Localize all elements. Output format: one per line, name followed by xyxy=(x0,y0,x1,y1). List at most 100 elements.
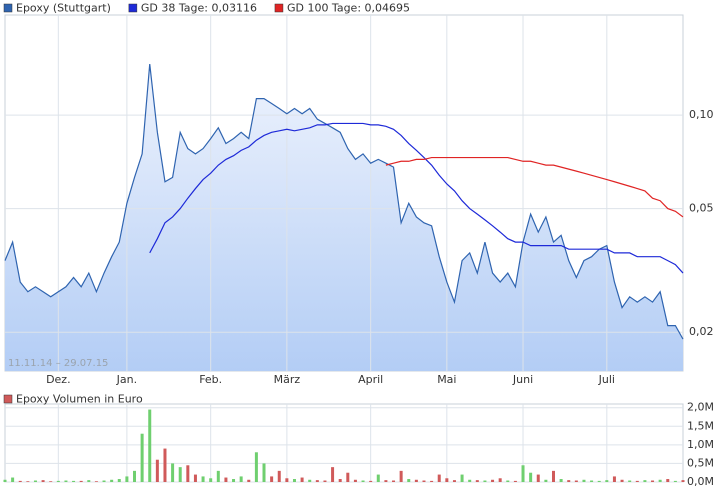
volume-bar xyxy=(574,480,578,482)
volume-bar xyxy=(270,476,274,482)
volume-bar xyxy=(582,479,586,482)
legend-label: GD 100 Tage: 0,04695 xyxy=(287,2,410,15)
legend-swatch xyxy=(3,394,13,404)
volume-bar xyxy=(567,480,571,482)
legend-label: Epoxy (Stuttgart) xyxy=(16,2,111,15)
volume-bar xyxy=(193,474,197,482)
volume-bar xyxy=(178,467,182,482)
volume-bar xyxy=(41,480,45,482)
volume-bar xyxy=(369,480,373,482)
volume-bar xyxy=(506,480,510,482)
volume-bar xyxy=(102,480,106,482)
y-tick-label: 0,5M xyxy=(687,456,714,469)
volume-bar xyxy=(628,480,632,482)
volume-panel: 0,0M 0,5M 1,0M 1,5M 2,0M Epoxy Volumen in Eur… xyxy=(3,393,714,488)
volume-bar xyxy=(155,459,159,482)
volume-bar xyxy=(437,474,441,482)
volume-bar xyxy=(643,480,647,482)
date-range: 11.11.14 – 29.07.15 xyxy=(8,358,108,369)
volume-bar xyxy=(445,478,449,482)
y-tick-label: 0,0M xyxy=(687,475,714,488)
volume-bar xyxy=(171,463,175,482)
volume-bar xyxy=(87,480,91,482)
volume-bar xyxy=(140,433,144,482)
volume-bar xyxy=(33,480,37,482)
volume-bar xyxy=(635,480,639,482)
legend-swatch xyxy=(128,3,138,13)
volume-bar xyxy=(315,480,319,482)
volume-bar xyxy=(125,476,129,482)
volume-bar xyxy=(64,480,68,482)
volume-bar xyxy=(323,480,327,482)
volume-bar xyxy=(110,479,114,482)
series-line xyxy=(385,156,684,218)
volume-bar xyxy=(430,480,434,482)
volume-bar xyxy=(117,479,121,482)
volume-bar xyxy=(331,467,335,482)
legend-swatch xyxy=(3,3,13,13)
volume-bar xyxy=(529,472,533,482)
x-tick-label: Mai xyxy=(437,373,456,386)
volume-bar xyxy=(338,479,342,482)
volume-bar xyxy=(239,476,243,482)
volume-bar xyxy=(399,470,403,482)
volume-bar xyxy=(666,479,670,482)
volume-bar xyxy=(247,479,251,482)
volume-bar xyxy=(376,474,380,482)
volume-bar xyxy=(94,481,98,482)
volume-bar xyxy=(79,480,83,482)
volume-bar xyxy=(536,474,540,482)
volume-bar xyxy=(300,477,304,482)
volume-bar xyxy=(521,465,525,482)
volume-bar xyxy=(361,480,365,482)
y-tick-label: 0,10 xyxy=(689,108,714,121)
volume-bar xyxy=(483,480,487,482)
volume-bar xyxy=(285,478,289,482)
x-tick-label: Dez. xyxy=(46,373,71,386)
y-tick-label: 1,0M xyxy=(687,438,714,451)
volume-bar xyxy=(11,477,15,482)
volume-bar xyxy=(72,480,76,482)
volume-bar xyxy=(651,480,655,482)
volume-bar xyxy=(133,470,137,482)
volume-bar xyxy=(49,481,53,482)
y-tick-label: 2,0M xyxy=(687,401,714,414)
volume-bar xyxy=(18,480,22,482)
volume-title: Epoxy Volumen in Euro xyxy=(16,393,143,406)
x-tick-label: Juni xyxy=(512,373,533,386)
y-tick-label: 1,5M xyxy=(687,419,714,432)
volume-bar xyxy=(407,479,411,482)
volume-bar xyxy=(605,480,609,482)
volume-bar xyxy=(491,479,495,482)
volume-bar xyxy=(658,479,662,482)
volume-bar xyxy=(498,478,502,482)
volume-bar xyxy=(559,479,563,482)
volume-bar xyxy=(216,470,220,482)
volume-bar xyxy=(26,481,30,482)
volume-bar xyxy=(3,479,7,482)
volume-bar xyxy=(392,480,396,482)
x-tick-label: Juli xyxy=(598,373,615,386)
series-line xyxy=(149,122,684,274)
volume-bar xyxy=(308,479,312,482)
volume-bar xyxy=(209,478,213,482)
volume-bar xyxy=(346,472,350,482)
volume-bar xyxy=(422,480,426,482)
volume-bar xyxy=(277,470,281,482)
volume-bar xyxy=(620,479,624,482)
series-line xyxy=(4,63,684,340)
volume-bar xyxy=(612,476,616,482)
legend-swatch xyxy=(274,3,284,13)
volume-bar xyxy=(597,480,601,482)
volume-bar xyxy=(262,463,266,482)
volume-bar xyxy=(148,409,152,482)
volume-bar xyxy=(56,480,60,482)
price-area xyxy=(5,64,683,371)
y-tick-label: 0,02 xyxy=(689,325,714,338)
volume-bar xyxy=(292,479,296,482)
volume-bar xyxy=(513,480,517,482)
x-tick-label: März xyxy=(274,373,301,386)
volume-bar xyxy=(224,477,228,482)
volume-bar xyxy=(414,479,418,482)
